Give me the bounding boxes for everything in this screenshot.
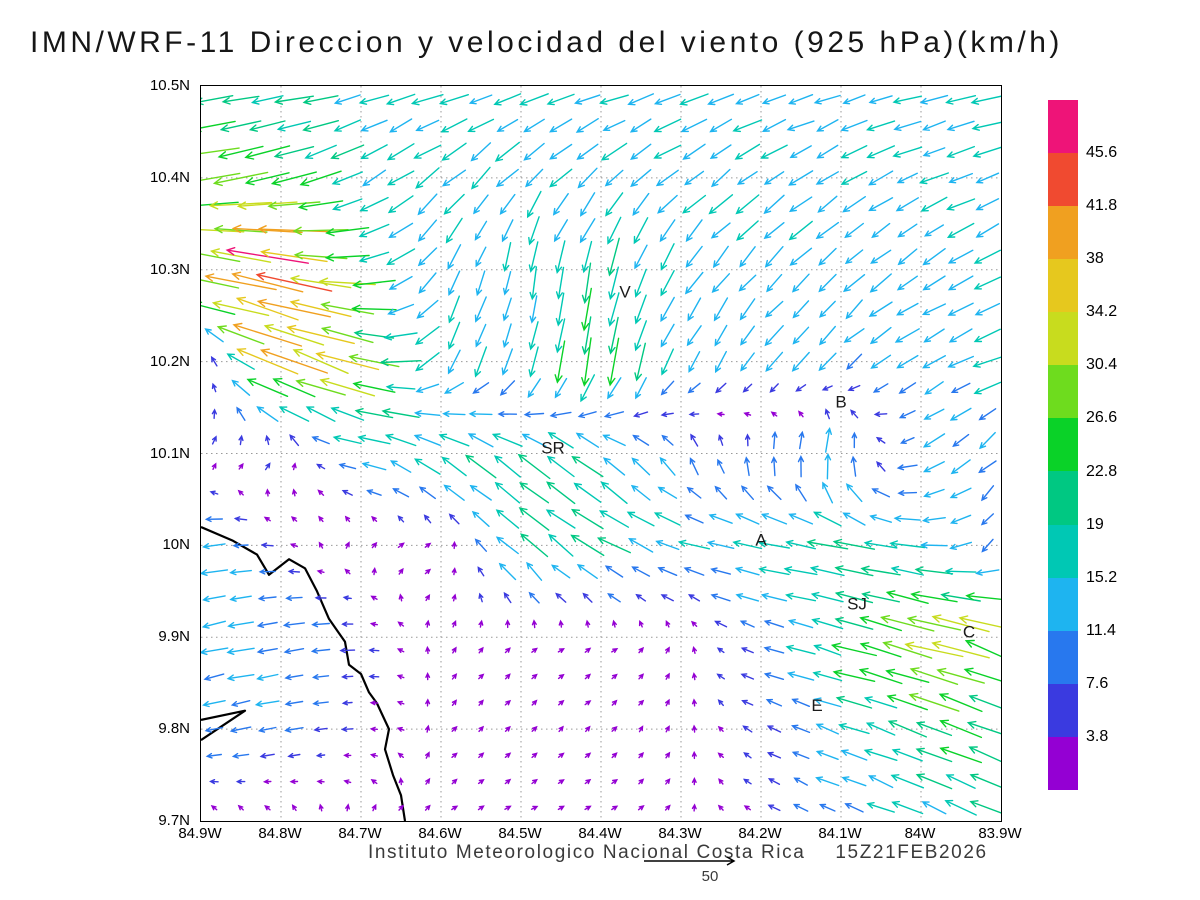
peninsula-coastline (201, 709, 247, 742)
colorbar-block (1048, 683, 1078, 737)
colorbar-tick-label: 30.4 (1086, 356, 1118, 374)
colorbar-block (1048, 471, 1078, 525)
station-label: SR (541, 439, 565, 458)
x-tick-label: 83.9W (978, 825, 1022, 842)
colorbar-block (1048, 524, 1078, 578)
colorbar-tick-label: 26.6 (1086, 409, 1118, 427)
y-tick-label: 10.1N (149, 444, 190, 462)
y-tick-label: 9.8N (158, 720, 190, 738)
colorbar-block (1048, 259, 1078, 313)
colorbar-block (1048, 153, 1078, 207)
colorbar-labels: 45.6 41.8 38 34.2 30.4 26.6 22.8 19 15.2 11.4 7.6 3… (1086, 100, 1150, 790)
institute-text: Instituto Meteorologico Nacional Costa R… (368, 842, 806, 863)
colorbar-block (1048, 206, 1078, 260)
colorbar-tick-label: 7.6 (1086, 674, 1109, 692)
colorbar-tick-label: 22.8 (1086, 462, 1118, 480)
colorbar-tick-label: 11.4 (1086, 621, 1116, 639)
chart-title: IMN/WRF-11 Direccion y velocidad del vie… (30, 26, 1063, 59)
x-tick-label: 84.2W (738, 825, 782, 842)
station-label: B (835, 393, 846, 412)
wind-vector-map: V SR B A SJ C E (201, 86, 1001, 821)
colorbar-block (1048, 100, 1078, 154)
colorbar (1048, 100, 1078, 790)
y-tick-label: 9.9N (158, 628, 190, 646)
x-tick-label: 84W (904, 825, 936, 842)
y-tick-label: 10.3N (149, 260, 190, 278)
x-tick-label: 84.1W (818, 825, 862, 842)
reference-vector (644, 856, 736, 866)
map-area: V SR B A SJ C E (200, 85, 1002, 822)
x-tick-label: 84.8W (258, 825, 302, 842)
x-tick-label: 84.6W (418, 825, 462, 842)
x-tick-label: 84.9W (178, 825, 222, 842)
colorbar-block (1048, 418, 1078, 472)
colorbar-tick-label: 41.8 (1086, 197, 1118, 215)
reference-vector-arrow (644, 856, 736, 866)
colorbar-tick-label: 15.2 (1086, 568, 1118, 586)
colorbar-block (1048, 630, 1078, 684)
station-label: SJ (847, 595, 867, 614)
colorbar-block (1048, 736, 1078, 790)
y-tick-label: 10N (162, 536, 190, 554)
reference-vector-label: 50 (701, 868, 719, 885)
station-label: A (755, 530, 767, 549)
footer: Instituto Meteorologico Nacional Costa R… (368, 842, 988, 864)
wind-arrows (201, 93, 1001, 816)
x-tick-label: 84.3W (658, 825, 702, 842)
colorbar-tick-label: 38 (1086, 250, 1104, 268)
y-tick-label: 10.5N (149, 77, 190, 94)
lon-axis: 84.9W 84.8W 84.7W 84.6W 84.5W 84.4W 84.3W 84.2W… (178, 825, 1021, 845)
colorbar-tick-label: 45.6 (1086, 144, 1118, 162)
footer-datetime: 15Z21FEB2026 (835, 842, 988, 863)
station-label: E (811, 696, 822, 715)
grid-lines (201, 86, 1001, 821)
y-tick-label: 10.4N (149, 168, 190, 186)
x-tick-label: 84.5W (498, 825, 542, 842)
y-tick-label: 9.7N (158, 812, 190, 829)
colorbar-tick-label: 19 (1086, 515, 1104, 533)
colorbar-tick-label: 3.8 (1086, 727, 1109, 745)
colorbar-tick-label: 34.2 (1086, 303, 1118, 321)
x-tick-label: 84.7W (338, 825, 382, 842)
colorbar-block (1048, 365, 1078, 419)
y-tick-label: 10.2N (149, 352, 190, 370)
x-tick-label: 84.4W (578, 825, 622, 842)
station-label: C (963, 622, 975, 641)
colorbar-block (1048, 577, 1078, 631)
station-labels: V SR B A SJ C E (541, 282, 975, 714)
lat-axis: 10.5N 10.4N 10.3N 10.2N 10.1N 10N 9.9N 9.8N 9.7N (134, 77, 194, 829)
station-label: V (619, 282, 631, 301)
colorbar-block (1048, 312, 1078, 366)
